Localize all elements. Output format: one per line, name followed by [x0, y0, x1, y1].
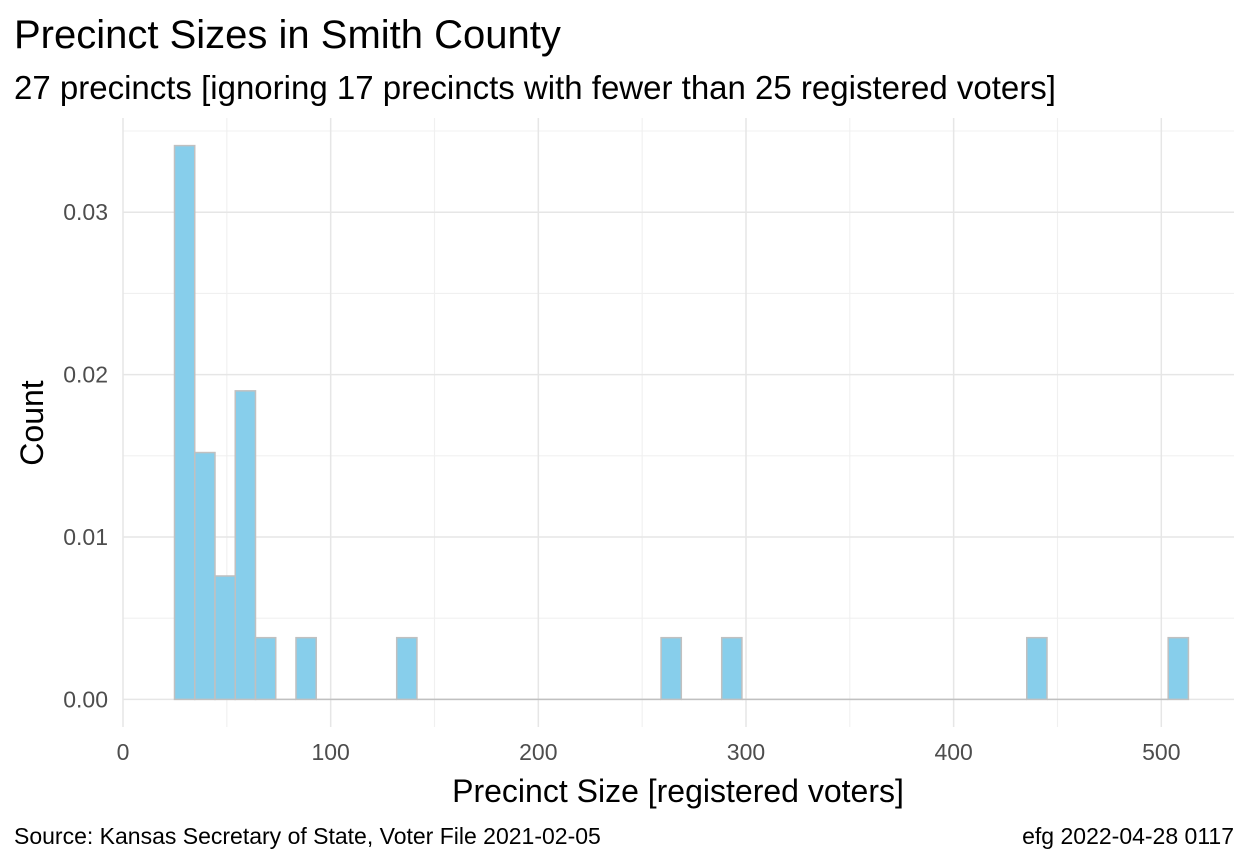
y-tick-label: 0.02 — [63, 362, 108, 388]
histogram-bar — [395, 636, 418, 701]
x-tick-label: 200 — [519, 739, 557, 765]
x-axis-title: Precinct Size [registered voters] — [452, 773, 904, 809]
x-axis-ticks: 0 100 200 300 400 500 — [117, 739, 1181, 765]
source-caption: Source: Kansas Secretary of State, Voter… — [14, 823, 601, 849]
histogram-bar — [660, 636, 683, 701]
y-axis-ticks: 0.00 0.01 0.02 0.03 — [63, 199, 108, 712]
x-tick-label: 300 — [727, 739, 765, 765]
histogram-bar — [234, 390, 257, 701]
histogram-bars — [173, 144, 1190, 701]
x-tick-label: 0 — [117, 739, 130, 765]
y-tick-label: 0.03 — [63, 199, 108, 225]
x-tick-label: 100 — [311, 739, 349, 765]
x-tick-label: 400 — [934, 739, 972, 765]
y-tick-label: 0.01 — [63, 524, 108, 550]
grid-lines — [122, 118, 1234, 727]
histogram-bar — [1026, 636, 1048, 701]
histogram-bar — [193, 451, 216, 701]
y-axis-title: Count — [14, 380, 50, 466]
chart-subtitle: 27 precincts [ignoring 17 precincts with… — [14, 69, 1056, 106]
histogram-bar — [254, 636, 277, 701]
histogram-bar — [214, 575, 236, 701]
histogram-bar — [1167, 636, 1190, 701]
credit-caption: efg 2022-04-28 0117 — [1022, 823, 1234, 849]
histogram-bar — [295, 636, 317, 701]
histogram-bar — [173, 144, 196, 701]
x-tick-label: 500 — [1142, 739, 1180, 765]
histogram-bar — [720, 636, 743, 701]
chart-title: Precinct Sizes in Smith County — [14, 13, 561, 57]
y-tick-label: 0.00 — [63, 686, 108, 712]
